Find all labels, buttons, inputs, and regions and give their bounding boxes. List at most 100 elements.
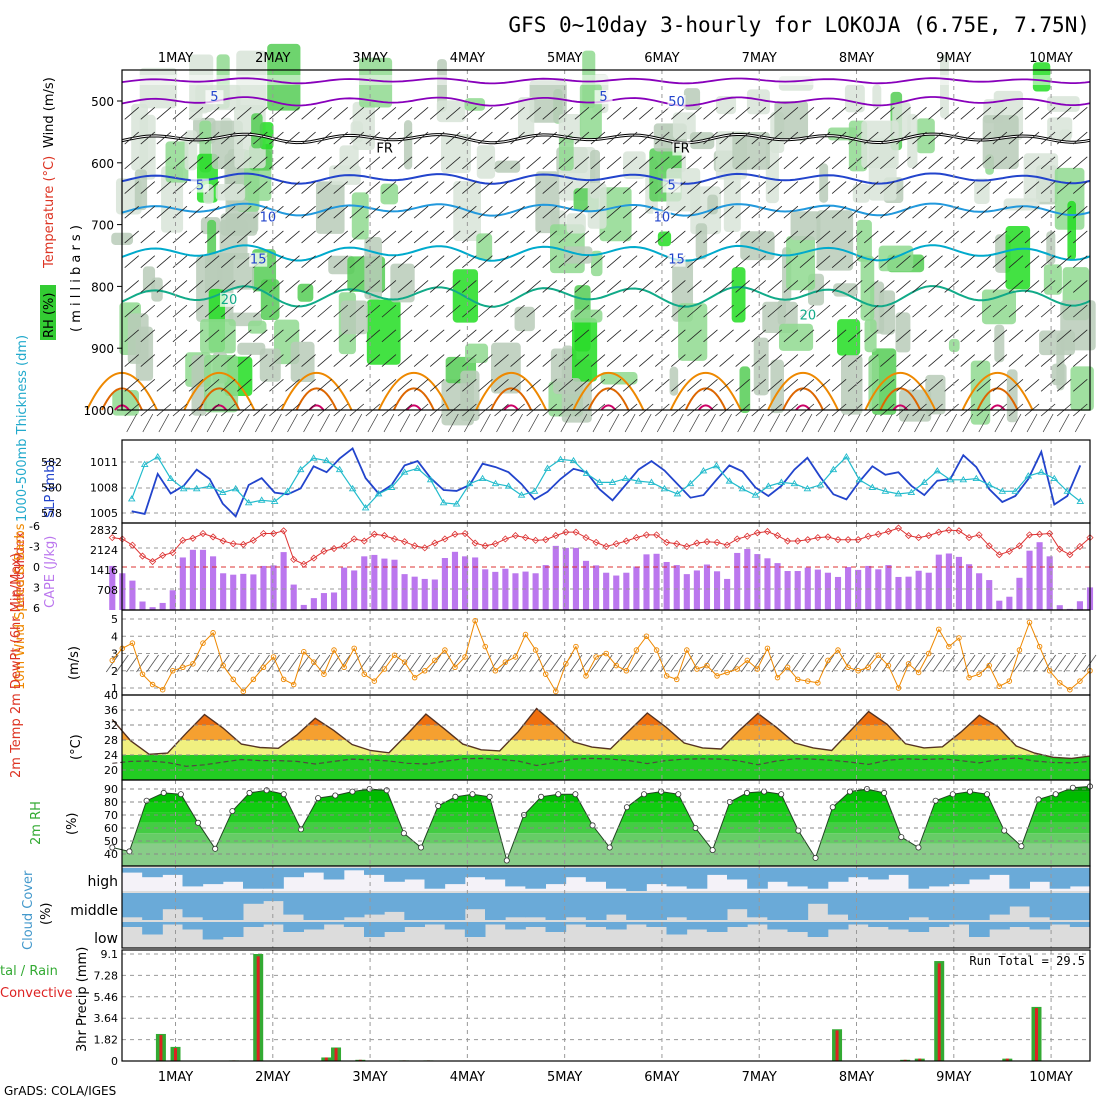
rh-point [332,792,339,799]
wind-barb [671,354,686,367]
surface-barb [222,413,234,433]
thickness-point [998,487,1007,494]
wind-barb [1073,131,1088,145]
wind-barb [333,280,348,293]
day-tick-label-bottom: 2MAY [255,1070,290,1085]
wind-barb [558,378,574,392]
li-point [411,542,419,550]
wind-barb [413,329,429,343]
wind10m-point [855,668,861,674]
thickness-point [244,498,253,506]
thickness-point [1024,472,1033,479]
wind-barb [1073,354,1088,367]
cape-bar [341,567,348,610]
wind-barb [349,131,365,145]
wind-barb [671,156,686,170]
wind10m-unit: (m/s) [67,646,82,680]
wind-barb [992,255,1008,268]
cloud-low-bar [1069,922,1091,927]
wind-barb [365,230,381,244]
rh-point [212,845,219,852]
wind-barb [655,156,670,170]
wind-barb [1008,107,1024,120]
rh-band [122,812,1090,823]
wind-barb [156,329,172,343]
wind-barb [446,280,461,293]
surface-barb [158,413,170,433]
wind-barb [397,181,413,194]
contour-label-bg [594,90,613,105]
wind-barb [751,131,766,145]
li-point [1056,545,1064,553]
cloud-middle-bar [565,893,587,918]
rh-patch [695,223,708,260]
rh-patch [200,319,236,354]
wind-barb [494,181,509,194]
wind-barb [1073,304,1088,318]
thickness-point [738,484,747,492]
wind-barb [976,354,992,367]
rh-point [812,854,819,861]
wind-barb [510,205,525,219]
wind-barb [429,280,445,293]
wind-barb [269,329,284,343]
surface-barb [785,413,797,433]
wind-barb [269,378,284,392]
wind-barb [992,181,1008,194]
rh-point [572,791,579,798]
cape-bar [250,574,257,610]
wind-barb [864,205,879,219]
wind-barb [1008,230,1024,244]
wind-barb [558,156,574,170]
wind-barb [960,230,975,244]
wind-barb [783,304,799,318]
wind-barb [237,304,252,318]
wind-barb [301,205,316,219]
wind10m-point [1006,678,1013,684]
contour-25 [572,371,645,411]
thickness-point [569,456,578,464]
rh-patch [403,120,413,170]
rh-patch [895,312,911,353]
wind-barb [124,205,139,219]
li-point [179,536,187,544]
cloud-low-bar [807,922,829,937]
slp-tick-label: 1011 [90,456,118,469]
cloud-middle-bar [989,893,1010,915]
wind-barb [928,181,943,194]
wind10m-point [432,657,438,664]
wind-barb [719,280,734,293]
wind-barb [220,156,236,170]
wind-barb [269,255,284,268]
cloud-middle-bar [868,893,889,920]
thickness-point [426,475,435,483]
rh-point [743,789,750,796]
wind-barb [204,304,220,318]
wind10m-point [391,652,398,658]
wind-barb [333,304,348,318]
cloud-high-bar [444,868,466,885]
cape-bar [713,571,721,610]
li-point [249,536,257,544]
cloud-middle-bar [162,893,183,910]
surface-barb [1058,413,1070,433]
wind-barb [1040,181,1056,194]
li-point [1015,542,1024,550]
cape-bar [996,600,1003,610]
li-point [138,552,147,560]
wind-barb [156,280,172,293]
surface-barb [528,413,539,433]
cloud-low-bar [888,922,909,930]
wind-barb [574,230,590,244]
wind-barb [220,181,236,194]
wind-barb [301,354,316,367]
wind-barb [928,280,943,293]
wind-barb [638,255,654,268]
cape-bar [875,569,882,610]
wind-barb [510,329,525,343]
wind-barb [638,131,654,145]
wind-barb [558,205,574,219]
li-point [149,557,157,566]
cloud-high-bar [848,868,869,878]
wind10m-barb [337,654,351,673]
